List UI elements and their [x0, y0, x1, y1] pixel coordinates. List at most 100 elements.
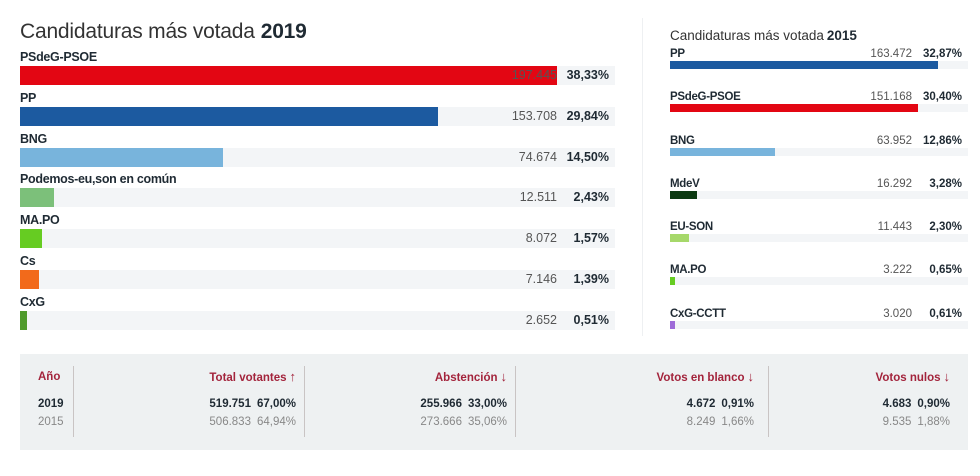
party-name: Cs — [20, 253, 36, 268]
party-percent: 2,43% — [573, 190, 609, 205]
party-percent: 0,65% — [929, 264, 962, 277]
party-name: BNG — [670, 134, 695, 147]
party-votes: 3.020 — [883, 307, 912, 320]
party-votes: 12.511 — [519, 190, 557, 205]
party-bar — [20, 310, 28, 330]
header-votos-en-blanco[interactable]: Votos en blanco ↓ — [656, 369, 754, 384]
chart-title-year: 2019 — [260, 20, 307, 43]
party-row: PSdeG-PSOE 197.445 38,33% — [20, 50, 616, 91]
chart-2019: Candidaturas más votada 2019 PSdeG-PSOE 19… — [20, 18, 616, 336]
party-percent: 1,57% — [573, 231, 609, 246]
null-votes-2015: 9.535 — [882, 416, 912, 428]
party-row: EU-SON 11.443 2,30% — [670, 220, 968, 263]
total-votes-2015: 506.833 — [209, 416, 251, 428]
party-percent: 30,40% — [922, 91, 962, 104]
header-total-votantes[interactable]: Total votantes ↑ — [209, 369, 297, 384]
party-name: CxG — [20, 294, 45, 309]
blank-pct-2019: 0,91% — [721, 398, 754, 410]
bar-track — [670, 104, 968, 113]
party-row: CxG-CCTT 3.020 0,61% — [670, 307, 968, 350]
party-row: MdeV 16.292 3,28% — [670, 177, 968, 220]
chart-2019-title: Candidaturas más votada 2019 — [20, 18, 616, 50]
row-2019-year: 2019 — [38, 398, 64, 410]
arrow-down-icon: ↓ — [943, 369, 951, 384]
party-bar — [20, 147, 223, 167]
arrow-up-icon: ↑ — [289, 369, 297, 384]
bar-track — [670, 277, 968, 286]
party-name: MA.PO — [670, 264, 707, 277]
column-year: Año 2019 2015 — [38, 366, 74, 437]
abst-votes-2019: 255.966 — [420, 398, 462, 410]
party-bar — [20, 229, 42, 249]
party-name: PSdeG-PSOE — [20, 50, 97, 64]
row-2015-year: 2015 — [38, 416, 64, 428]
party-votes: 63.952 — [876, 134, 912, 147]
party-percent: 29,84% — [566, 108, 609, 123]
party-bar — [20, 269, 40, 289]
null-votes-2019: 4.683 — [882, 398, 912, 410]
party-bar — [670, 147, 775, 156]
party-votes: 151.168 — [870, 91, 912, 104]
party-bar — [20, 66, 557, 85]
party-percent: 14,50% — [566, 149, 609, 164]
blank-votes-2015: 8.249 — [686, 416, 716, 428]
party-votes: 2.652 — [525, 312, 557, 327]
party-row: BNG 63.952 12,86% — [670, 134, 968, 177]
party-bar — [670, 277, 676, 286]
abst-pct-2015: 35,06% — [467, 416, 507, 428]
party-bar — [670, 61, 939, 69]
abst-pct-2019: 33,00% — [467, 398, 507, 410]
total-pct-2019: 67,00% — [256, 398, 296, 410]
bar-track: 153.708 29,84% — [20, 106, 615, 126]
chart-2015: Candidaturas más votada 2015 PP 163.472 32,… — [670, 27, 968, 350]
chart-2019-rows: PSdeG-PSOE 197.445 38,33% PP 153.708 29,84% BN… — [20, 50, 616, 336]
column-votos-en-blanco: Votos en blanco ↓ 4.672 0,91% 8.249 1,66% — [516, 366, 769, 437]
chart-2015-rows: PP 163.472 32,87% PSdeG-PSOE 151.168 30,40% BN… — [670, 47, 968, 350]
bar-track — [670, 61, 968, 69]
bar-track — [670, 147, 968, 156]
party-bar — [20, 106, 438, 126]
party-votes: 153.708 — [511, 108, 557, 123]
party-row: CxG 2.652 0,51% — [20, 295, 616, 336]
party-row: Cs 7.146 1,39% — [20, 254, 616, 295]
party-bar — [670, 104, 919, 113]
party-votes: 163.472 — [870, 48, 912, 60]
party-percent: 12,86% — [922, 134, 962, 147]
party-percent: 38,33% — [566, 68, 609, 82]
party-percent: 0,51% — [573, 312, 609, 327]
column-total-votantes: Total votantes ↑ 519.751 67,00% 506.833 64,… — [74, 366, 305, 437]
bar-track: 8.072 1,57% — [20, 229, 615, 249]
blank-pct-2015: 1,66% — [721, 416, 754, 428]
party-row: PP 153.708 29,84% — [20, 91, 616, 132]
party-row: PSdeG-PSOE 151.168 30,40% — [670, 90, 968, 133]
party-row: Podemos-eu,son en común 12.511 2,43% — [20, 172, 616, 213]
party-name: CxG-CCTT — [670, 307, 726, 320]
party-row: MA.PO 3.222 0,65% — [670, 263, 968, 306]
column-abstencion: Abstención ↓ 255.966 33,00% 273.666 35,06% — [305, 366, 516, 437]
chart-2015-title: Candidaturas más votada 2015 — [670, 27, 968, 47]
chart-title-text: Candidaturas más votada — [20, 20, 255, 43]
column-votos-nulos: Votos nulos ↓ 4.683 0,90% 9.535 1,88% — [769, 366, 954, 437]
party-bar — [670, 320, 675, 329]
party-name: BNG — [20, 131, 47, 146]
header-year: Año — [38, 371, 61, 383]
blank-votes-2019: 4.672 — [686, 398, 716, 410]
party-name: Podemos-eu,son en común — [20, 172, 177, 187]
party-percent: 0,61% — [929, 307, 962, 320]
header-abstencion[interactable]: Abstención ↓ — [434, 369, 508, 384]
bar-track: 197.445 38,33% — [20, 66, 615, 85]
header-votos-nulos[interactable]: Votos nulos ↓ — [875, 369, 951, 384]
null-pct-2015: 1,88% — [917, 416, 950, 428]
chart-title-text: Candidaturas más votada — [670, 28, 824, 43]
total-pct-2015: 64,94% — [256, 416, 296, 428]
bar-track: 7.146 1,39% — [20, 269, 615, 289]
turnout-table: Año 2019 2015 Total votantes ↑ 519.751 67,… — [20, 354, 968, 450]
abst-votes-2015: 273.666 — [420, 416, 462, 428]
party-name: MA.PO — [20, 213, 60, 228]
arrow-down-icon: ↓ — [500, 369, 508, 384]
bar-track: 74.674 14,50% — [20, 147, 615, 167]
bar-track — [670, 234, 968, 243]
party-bar — [670, 234, 689, 243]
chart-title-year: 2015 — [826, 28, 857, 43]
party-row: BNG 74.674 14,50% — [20, 132, 616, 173]
